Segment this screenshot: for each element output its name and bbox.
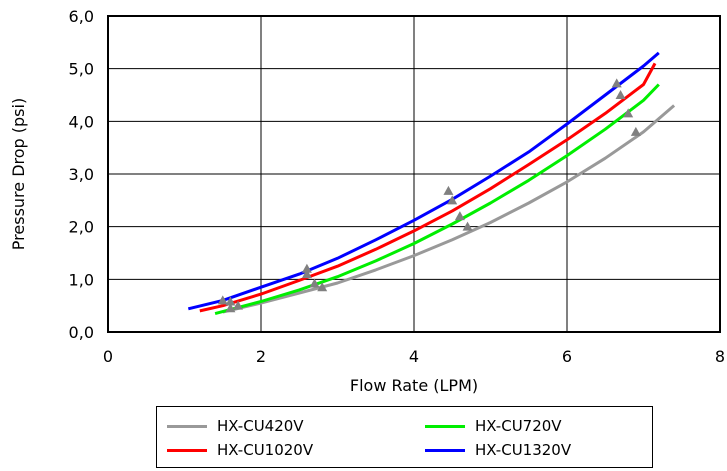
x-axis-label: Flow Rate (LPM) [350, 376, 478, 395]
data-point-marker [317, 282, 328, 292]
legend: HX-CU420V HX-CU720V HX-CU1020V HX-CU1320… [156, 406, 653, 468]
x-tick-label: 8 [715, 347, 725, 366]
y-tick-label: 6,0 [69, 7, 94, 26]
data-point-marker [301, 269, 312, 279]
y-tick-label: 5,0 [69, 60, 94, 79]
legend-label-2: HX-CU1020V [217, 441, 314, 459]
data-point-marker [623, 108, 634, 118]
legend-swatch-2 [167, 448, 207, 452]
x-tick-labels: 0 2 4 6 8 [103, 347, 725, 366]
legend-item-3: HX-CU1320V [425, 441, 571, 459]
data-point-marker [611, 78, 622, 88]
data-point-marker [630, 126, 641, 136]
data-point-marker [217, 295, 228, 305]
legend-label-3: HX-CU1320V [475, 441, 572, 459]
data-point-marker [447, 195, 458, 205]
x-tick-label: 2 [256, 347, 266, 366]
x-tick-label: 0 [103, 347, 113, 366]
series-line-0 [222, 104, 676, 314]
y-tick-label: 2,0 [69, 218, 94, 237]
data-point-marker [301, 263, 312, 273]
y-tick-label: 3,0 [69, 165, 94, 184]
y-tick-labels: 0,0 1,0 2,0 3,0 4,0 5,0 6,0 [69, 7, 94, 342]
x-tick-label: 6 [562, 347, 572, 366]
markers-layer [217, 78, 641, 313]
legend-swatch-0 [167, 424, 207, 428]
series-line-3 [187, 51, 660, 311]
legend-swatch-1 [425, 424, 465, 428]
series-line-2 [199, 62, 657, 313]
legend-item-2: HX-CU1020V [167, 441, 313, 459]
y-tick-label: 4,0 [69, 112, 94, 131]
legend-item-1: HX-CU720V [425, 417, 562, 435]
y-tick-label: 1,0 [69, 270, 94, 289]
legend-swatch-3 [425, 448, 465, 452]
y-axis-label: Pressure Drop (psi) [9, 98, 28, 250]
y-tick-label: 0,0 [69, 323, 94, 342]
data-point-marker [443, 185, 454, 195]
data-point-marker [309, 278, 320, 288]
data-point-marker [615, 90, 626, 99]
data-point-marker [225, 296, 236, 306]
data-point-marker [225, 303, 236, 313]
series-layer [187, 51, 676, 316]
data-point-marker [454, 211, 465, 221]
series-line-1 [214, 83, 660, 316]
data-point-marker [233, 300, 244, 310]
plot-frame [107, 15, 721, 333]
legend-item-0: HX-CU420V [167, 417, 304, 435]
legend-label-0: HX-CU420V [217, 417, 304, 435]
legend-label-1: HX-CU720V [475, 417, 562, 435]
data-point-marker [462, 221, 473, 231]
x-tick-label: 4 [409, 347, 419, 366]
